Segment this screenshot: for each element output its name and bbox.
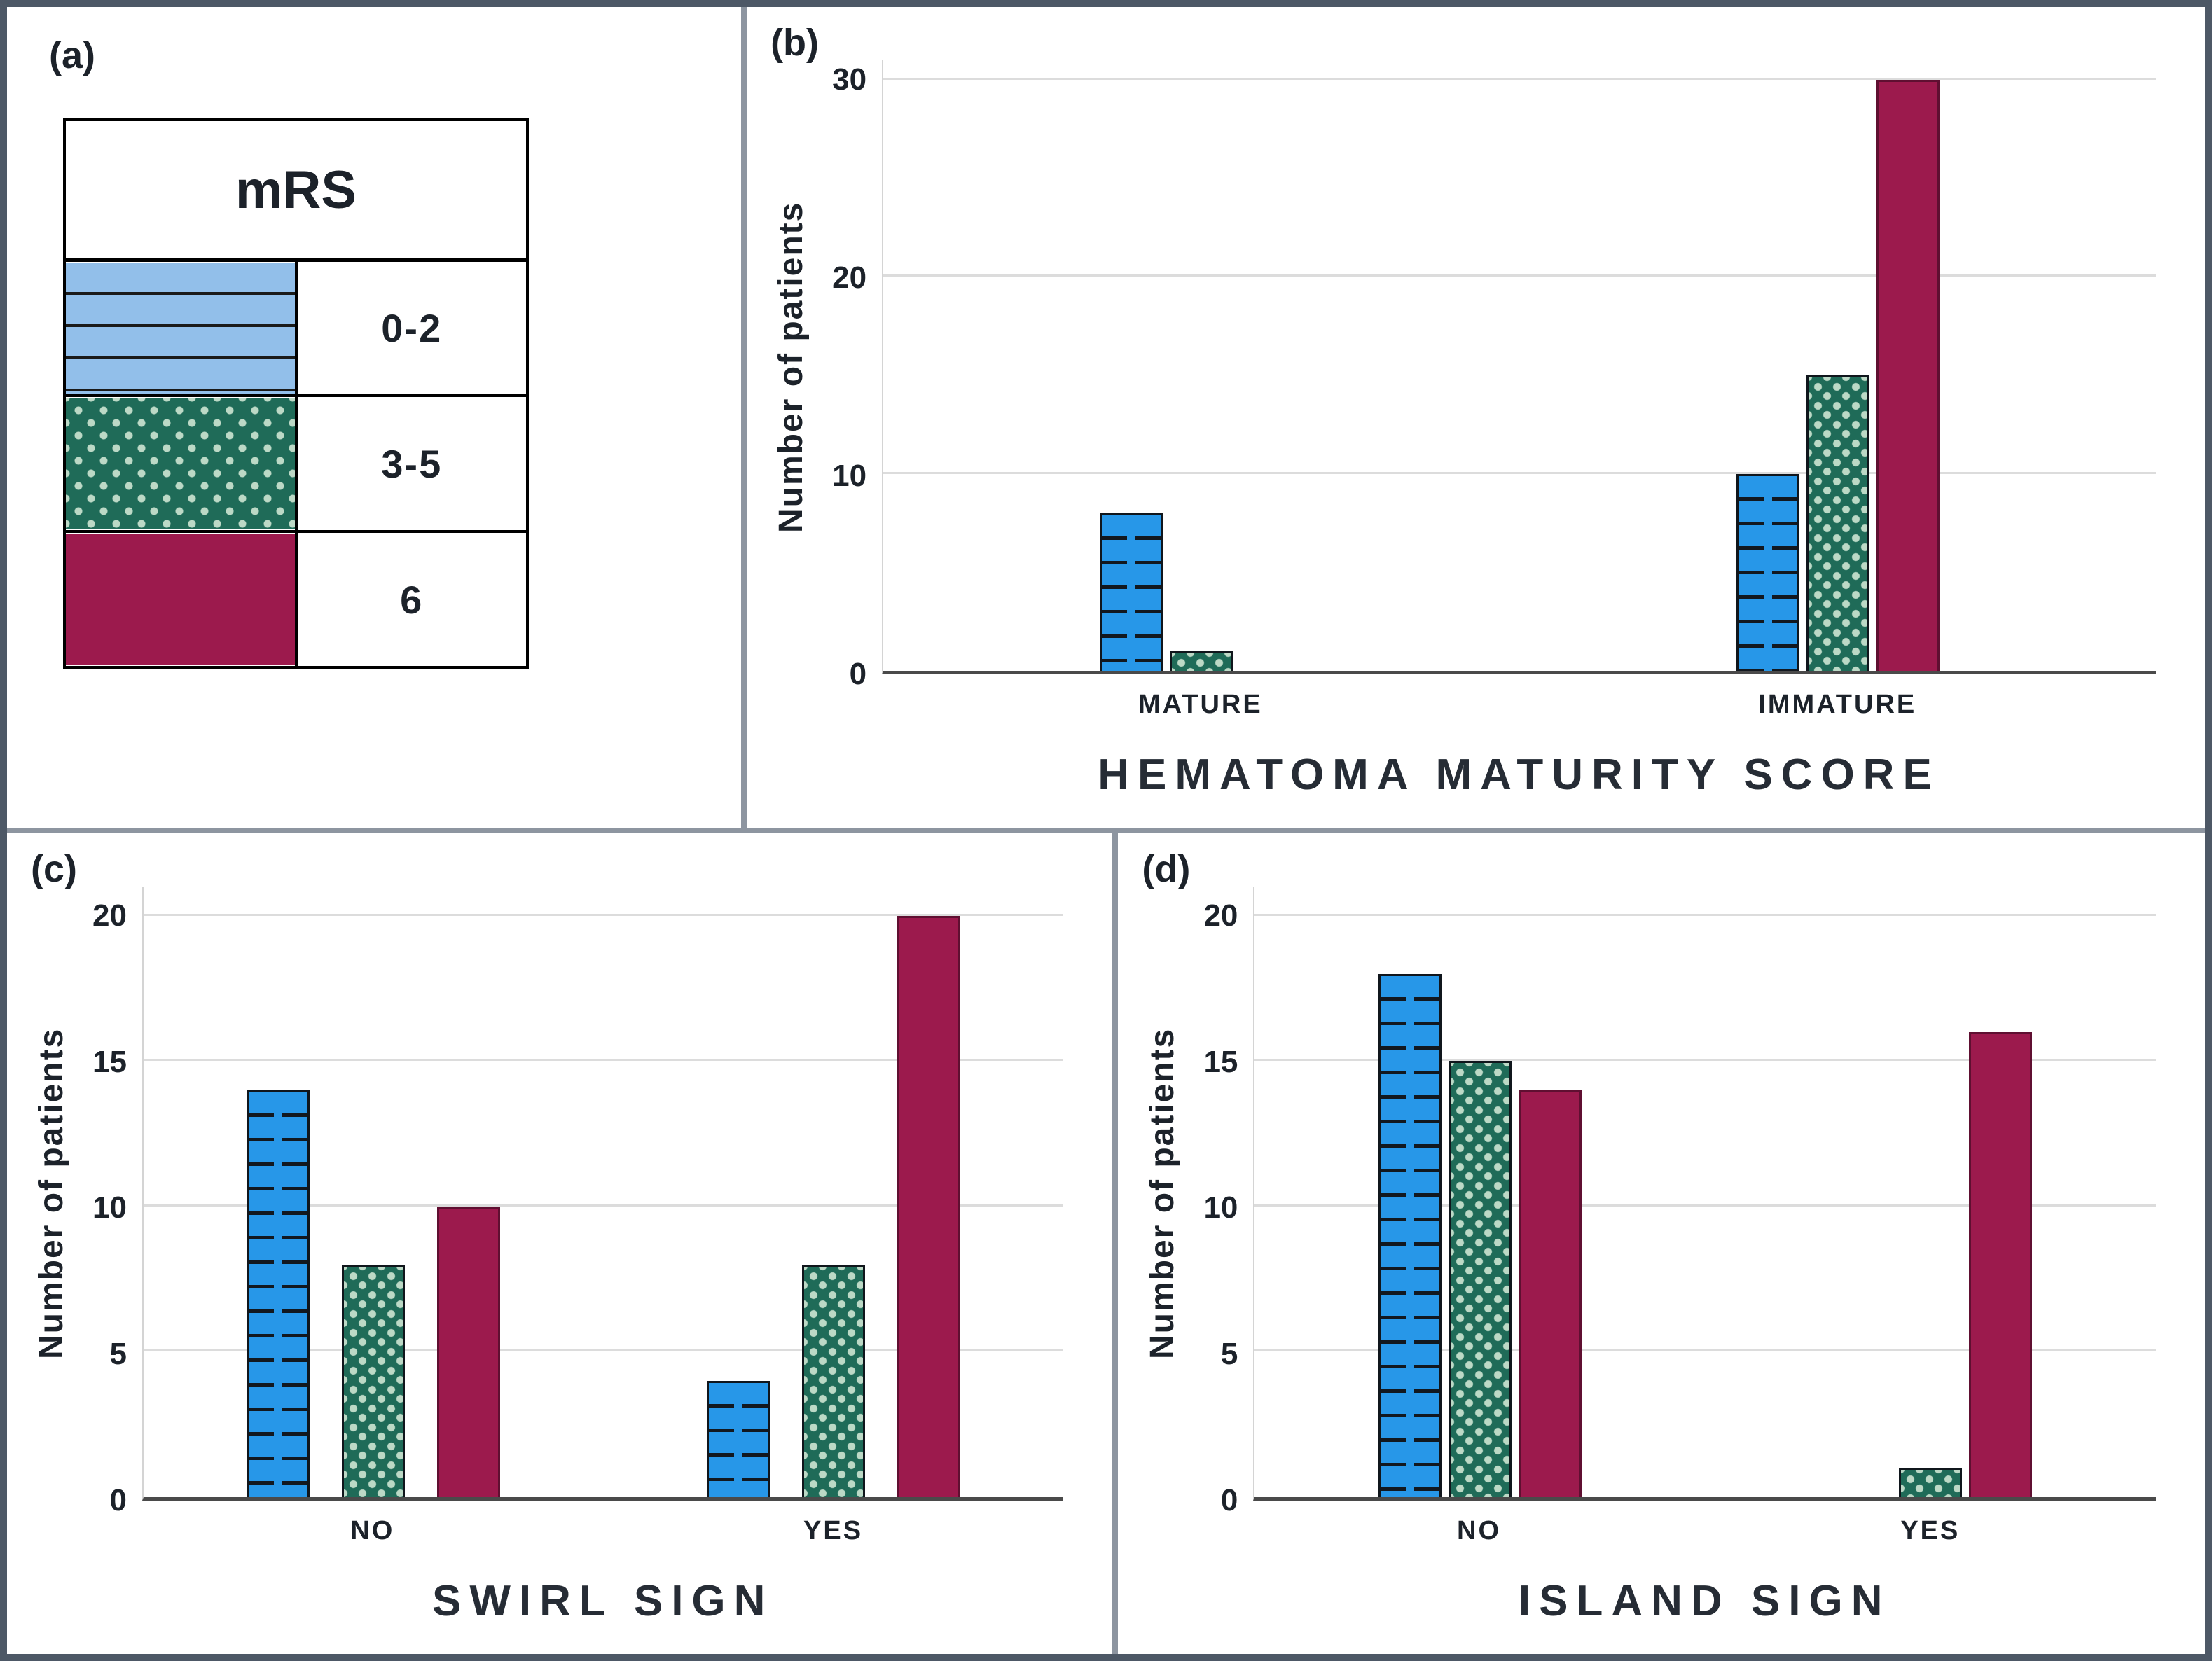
y-axis-label: Number of patients bbox=[1144, 1027, 1182, 1360]
x-category-label: YES bbox=[803, 1515, 864, 1545]
y-tick-label: 0 bbox=[1220, 1483, 1238, 1517]
panel-a: (a) mRS 0-2 bbox=[7, 7, 742, 828]
y-axis-label: Number of patients bbox=[33, 1027, 70, 1360]
legend-row-mrs-3-5: 3-5 bbox=[63, 394, 529, 534]
bar-blue-striped bbox=[247, 1090, 310, 1497]
hematoma-maturity-chart: Number of patients 0 10 20 30 MATURE IMMATUR… bbox=[747, 7, 2205, 828]
legend-swatch-maroon-solid bbox=[66, 534, 295, 666]
plot-area bbox=[1253, 887, 2156, 1501]
island-sign-chart: Number of patients 0 5 10 15 20 NO YES ISLAND… bbox=[1118, 833, 2205, 1654]
legend-row-mrs-6: 6 bbox=[63, 530, 529, 669]
gridline bbox=[1254, 1349, 2156, 1352]
bar-green-dotted bbox=[1806, 375, 1869, 671]
top-row: (a) mRS 0-2 bbox=[7, 7, 2205, 828]
legend-swatch-green-dotted bbox=[66, 398, 295, 530]
legend-header-row: mRS bbox=[63, 118, 529, 262]
swirl-sign-chart: Number of patients 0 5 10 15 20 NO YES SWIRL … bbox=[7, 833, 1112, 1654]
bar-group bbox=[1520, 60, 2156, 671]
bar-blue-striped bbox=[1378, 973, 1442, 1497]
x-category-label: MATURE bbox=[1138, 689, 1263, 719]
y-tick-label: 0 bbox=[109, 1483, 127, 1517]
gridline bbox=[1254, 1059, 2156, 1062]
x-category-label: NO bbox=[1457, 1515, 1502, 1545]
bar-group bbox=[883, 60, 1519, 671]
panel-d-label: (d) bbox=[1142, 848, 1191, 890]
panel-c: (c) Number of patients 0 5 10 15 20 NO YES SW… bbox=[7, 833, 1113, 1654]
mrs-legend-table: mRS 0-2 3-5 bbox=[63, 118, 529, 669]
y-tick-label: 15 bbox=[1203, 1044, 1238, 1079]
y-axis-ticks: 0 5 10 15 20 bbox=[1186, 887, 1253, 1517]
x-category-label: NO bbox=[350, 1515, 395, 1545]
plot-area bbox=[882, 60, 2156, 674]
bar-green-dotted bbox=[802, 1264, 866, 1497]
y-tick-label: 10 bbox=[832, 459, 867, 494]
y-axis-label: Number of patients bbox=[773, 201, 810, 534]
bar-group bbox=[144, 887, 604, 1497]
legend-label-mrs-3-5: 3-5 bbox=[294, 394, 529, 534]
legend-label-mrs-0-2: 0-2 bbox=[294, 258, 529, 398]
bar-maroon-solid bbox=[1876, 80, 1940, 671]
gridline bbox=[883, 78, 2156, 81]
x-category-label: IMMATURE bbox=[1758, 689, 1917, 719]
y-tick-label: 15 bbox=[92, 1044, 127, 1079]
bar-blue-striped bbox=[1100, 513, 1163, 671]
legend-row-mrs-0-2: 0-2 bbox=[63, 258, 529, 398]
x-category-label: YES bbox=[1900, 1515, 1961, 1545]
gridline bbox=[144, 1059, 1064, 1062]
y-tick-label: 10 bbox=[1203, 1190, 1238, 1225]
y-axis-ticks: 0 10 20 30 bbox=[815, 60, 882, 691]
legend-label-mrs-6: 6 bbox=[294, 530, 529, 669]
bottom-row: (c) Number of patients 0 5 10 15 20 NO YES SW… bbox=[7, 833, 2205, 1654]
gridline bbox=[144, 1204, 1064, 1207]
chart-title: HEMATOMA MATURITY SCORE bbox=[1098, 751, 1940, 799]
bar-maroon-solid bbox=[1519, 1090, 1582, 1497]
legend-title: mRS bbox=[63, 118, 529, 262]
gridline bbox=[1254, 913, 2156, 916]
bar-group bbox=[1254, 887, 1705, 1497]
y-tick-label: 0 bbox=[849, 657, 867, 691]
panel-b-label: (b) bbox=[770, 22, 820, 64]
x-axis-labels: NO YES bbox=[142, 1501, 1063, 1561]
gridline bbox=[883, 471, 2156, 474]
x-axis-labels: NO YES bbox=[1253, 1501, 2156, 1561]
y-tick-label: 20 bbox=[92, 898, 127, 933]
x-axis-labels: MATURE IMMATURE bbox=[882, 674, 2156, 735]
bar-group bbox=[604, 887, 1064, 1497]
bar-green-dotted bbox=[1170, 651, 1233, 671]
y-tick-label: 20 bbox=[1203, 898, 1238, 933]
gridline bbox=[883, 274, 2156, 277]
panel-a-label: (a) bbox=[49, 34, 95, 76]
chart-title: SWIRL SIGN bbox=[431, 1577, 774, 1625]
gridline bbox=[144, 913, 1064, 916]
bar-maroon-solid bbox=[437, 1206, 501, 1497]
gridline bbox=[1254, 1204, 2156, 1207]
y-tick-label: 5 bbox=[109, 1337, 127, 1372]
bar-green-dotted bbox=[342, 1264, 406, 1497]
y-tick-label: 20 bbox=[832, 260, 867, 296]
y-tick-label: 5 bbox=[1220, 1337, 1238, 1372]
legend-swatch-blue-striped bbox=[66, 262, 295, 394]
chart-title: ISLAND SIGN bbox=[1518, 1577, 1891, 1625]
y-tick-label: 10 bbox=[92, 1190, 127, 1225]
bar-group bbox=[1706, 887, 2156, 1497]
plot-area bbox=[142, 887, 1064, 1501]
bar-maroon-solid bbox=[1969, 1031, 2033, 1497]
gridline bbox=[144, 1349, 1064, 1352]
bar-green-dotted bbox=[1899, 1468, 1963, 1497]
panel-b: (b) Number of patients 0 10 20 30 MATURE IMM… bbox=[747, 7, 2205, 828]
bar-maroon-solid bbox=[897, 915, 961, 1497]
y-tick-label: 30 bbox=[832, 62, 867, 97]
panel-d: (d) Number of patients 0 5 10 15 20 NO YES IS… bbox=[1118, 833, 2205, 1654]
bar-blue-striped bbox=[1736, 473, 1799, 671]
y-axis-ticks: 0 5 10 15 20 bbox=[75, 887, 142, 1517]
bar-green-dotted bbox=[1449, 1061, 1512, 1497]
panel-c-label: (c) bbox=[31, 848, 77, 890]
bar-blue-striped bbox=[707, 1380, 770, 1497]
